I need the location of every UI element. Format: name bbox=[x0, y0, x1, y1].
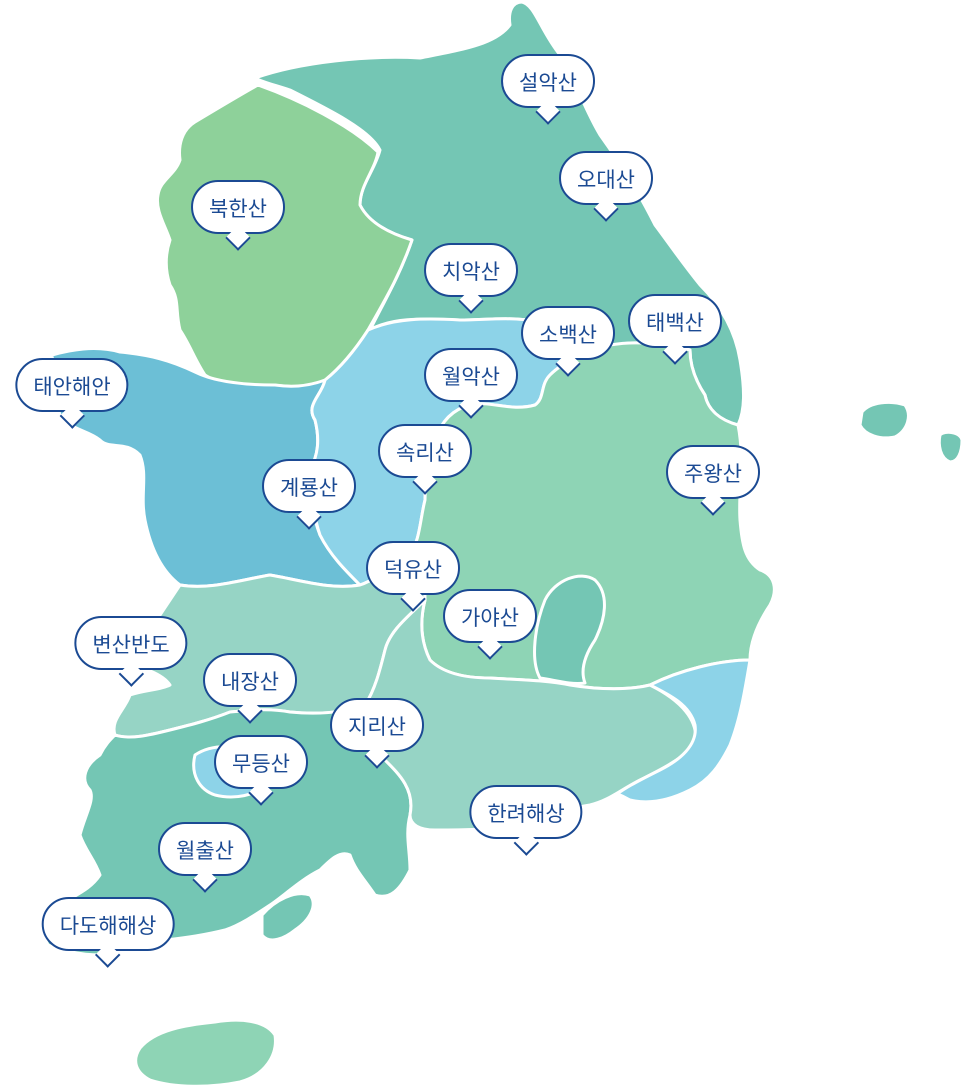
marker-hallyeohaesang[interactable]: 한려해상 bbox=[469, 785, 583, 856]
marker-seoraksan[interactable]: 설악산 bbox=[501, 54, 595, 125]
marker-label: 변산반도 bbox=[74, 616, 188, 670]
marker-wolchulsan[interactable]: 월출산 bbox=[158, 822, 252, 893]
island-ulleungdo bbox=[858, 400, 910, 440]
marker-label: 계룡산 bbox=[262, 459, 356, 513]
marker-label: 다도해해상 bbox=[41, 897, 175, 951]
marker-label: 속리산 bbox=[378, 424, 472, 478]
marker-bukhansan[interactable]: 북한산 bbox=[191, 180, 285, 251]
marker-jirisan[interactable]: 지리산 bbox=[330, 698, 424, 769]
marker-label: 치악산 bbox=[424, 243, 518, 297]
marker-label: 무등산 bbox=[214, 735, 308, 789]
marker-byeonsanbando[interactable]: 변산반도 bbox=[74, 616, 188, 687]
region-busan-ulsan[interactable] bbox=[608, 658, 752, 804]
marker-sobaeksan[interactable]: 소백산 bbox=[521, 306, 615, 377]
marker-gayasan[interactable]: 가야산 bbox=[443, 589, 537, 660]
island-south-1 bbox=[260, 892, 315, 942]
marker-taebaeksan[interactable]: 태백산 bbox=[628, 294, 722, 365]
region-jeju[interactable] bbox=[134, 1018, 277, 1088]
marker-gyeryongsan[interactable]: 계룡산 bbox=[262, 459, 356, 530]
marker-label: 월악산 bbox=[424, 348, 518, 402]
marker-deogyusan[interactable]: 덕유산 bbox=[366, 541, 460, 612]
marker-dadohaehaesang[interactable]: 다도해해상 bbox=[41, 897, 175, 968]
region-daegu[interactable] bbox=[533, 574, 606, 685]
marker-label: 지리산 bbox=[330, 698, 424, 752]
marker-label: 주왕산 bbox=[666, 445, 760, 499]
marker-label: 소백산 bbox=[521, 306, 615, 360]
marker-mudeungsan[interactable]: 무등산 bbox=[214, 735, 308, 806]
marker-label: 북한산 bbox=[191, 180, 285, 234]
marker-taean[interactable]: 태안해안 bbox=[15, 358, 129, 429]
marker-woraksan[interactable]: 월악산 bbox=[424, 348, 518, 419]
marker-label: 오대산 bbox=[559, 151, 653, 205]
marker-naejangsan[interactable]: 내장산 bbox=[203, 653, 297, 724]
marker-songnisan[interactable]: 속리산 bbox=[378, 424, 472, 495]
marker-chiaksan[interactable]: 치악산 bbox=[424, 243, 518, 314]
marker-juwangsan[interactable]: 주왕산 bbox=[666, 445, 760, 516]
marker-label: 월출산 bbox=[158, 822, 252, 876]
marker-label: 덕유산 bbox=[366, 541, 460, 595]
marker-label: 가야산 bbox=[443, 589, 537, 643]
island-dokdo bbox=[937, 430, 964, 464]
marker-label: 설악산 bbox=[501, 54, 595, 108]
marker-odaesan[interactable]: 오대산 bbox=[559, 151, 653, 222]
marker-label: 태백산 bbox=[628, 294, 722, 348]
